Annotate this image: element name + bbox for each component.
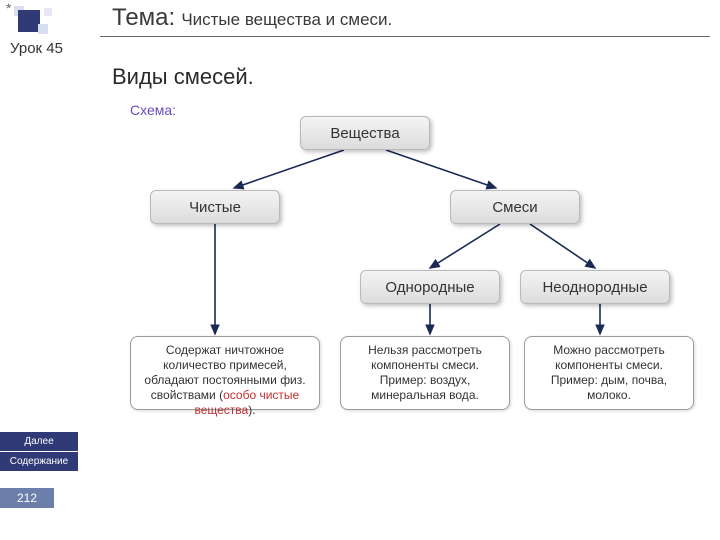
desc-heterogeneous: Можно рассмотреть компоненты смеси. Прим… xyxy=(524,336,694,410)
node-label: Неоднородные xyxy=(542,279,647,296)
node-label: Чистые xyxy=(189,199,241,216)
title-divider xyxy=(100,36,710,37)
node-label: Вещества xyxy=(330,125,399,142)
footnote-asterisk: * xyxy=(6,0,11,16)
node-pure: Чистые xyxy=(150,190,280,224)
page-title: Тема: Чистые вещества и смеси. xyxy=(112,4,700,32)
slide: * Урок 45 Тема: Чистые вещества и смеси.… xyxy=(0,0,720,540)
contents-button[interactable]: Содержание xyxy=(0,452,78,471)
desc-pure: Содержат ничтожное количество примесей, … xyxy=(130,336,320,410)
title-prefix: Тема: xyxy=(112,4,175,31)
subtitle: Виды смесей. xyxy=(112,64,254,90)
diagram-canvas: Вещества Чистые Смеси Однородные Неоднор… xyxy=(100,100,710,440)
node-mixtures: Смеси xyxy=(450,190,580,224)
node-heterogeneous: Неоднородные xyxy=(520,270,670,304)
node-label: Однородные xyxy=(385,279,474,296)
desc-text: ). xyxy=(248,403,255,417)
node-substances: Вещества xyxy=(300,116,430,150)
node-label: Смеси xyxy=(492,199,537,216)
lesson-number: Урок 45 xyxy=(4,38,69,59)
desc-homogeneous: Нельзя рассмотреть компоненты смеси. При… xyxy=(340,336,510,410)
page-number: 212 xyxy=(0,488,54,508)
node-homogeneous: Однородные xyxy=(360,270,500,304)
title-topic: Чистые вещества и смеси. xyxy=(181,10,392,29)
next-button[interactable]: Далее xyxy=(0,432,78,451)
